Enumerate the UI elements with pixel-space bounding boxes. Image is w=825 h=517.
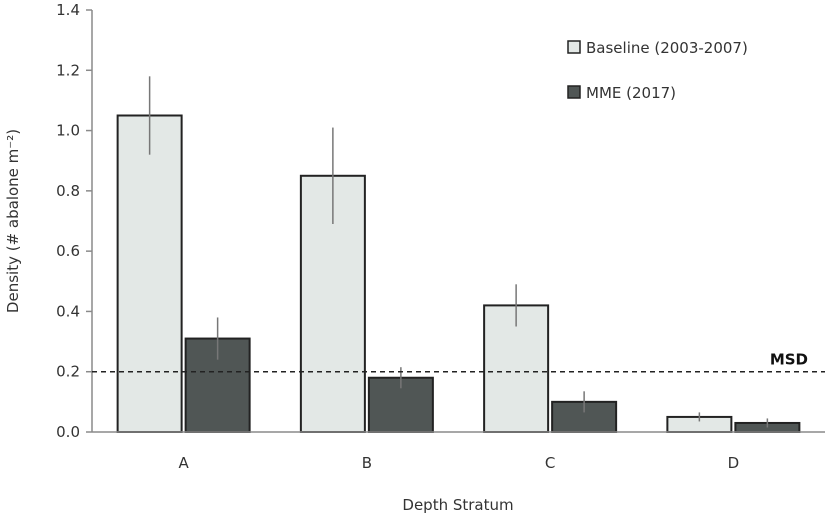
bar-baseline-a	[116, 114, 183, 433]
y-tick-label: 0.2	[56, 363, 80, 381]
x-tick-label: C	[545, 454, 555, 472]
legend: Baseline (2003-2007) MME (2017)	[567, 39, 748, 102]
msd-label: MSD	[770, 351, 808, 369]
bars-layer	[116, 114, 801, 434]
error-bars-layer	[148, 76, 769, 428]
x-axis-title: Depth Stratum	[402, 496, 513, 514]
legend-swatch-baseline	[567, 40, 581, 54]
y-ticks: 0.0 0.2 0.4 0.6 0.8 1.0 1.2 1.4	[56, 1, 92, 441]
x-ticks: A B C D	[178, 454, 739, 472]
y-tick-label: 0.4	[56, 302, 80, 320]
x-tick-label: B	[362, 454, 372, 472]
bar-baseline-c	[483, 304, 550, 433]
legend-label-baseline: Baseline (2003-2007)	[586, 39, 748, 57]
y-tick-label: 1.2	[56, 61, 80, 79]
y-axis-title: Density (# abalone m⁻²)	[4, 129, 22, 313]
y-tick-label: 0.0	[56, 423, 80, 441]
y-tick-label: 1.0	[56, 122, 80, 140]
x-tick-label: A	[178, 454, 189, 472]
legend-swatch-mme	[567, 85, 581, 99]
y-tick-label: 0.6	[56, 242, 80, 260]
legend-label-mme: MME (2017)	[586, 84, 676, 102]
y-tick-label: 1.4	[56, 1, 80, 19]
y-tick-label: 0.8	[56, 182, 80, 200]
x-tick-label: D	[728, 454, 740, 472]
